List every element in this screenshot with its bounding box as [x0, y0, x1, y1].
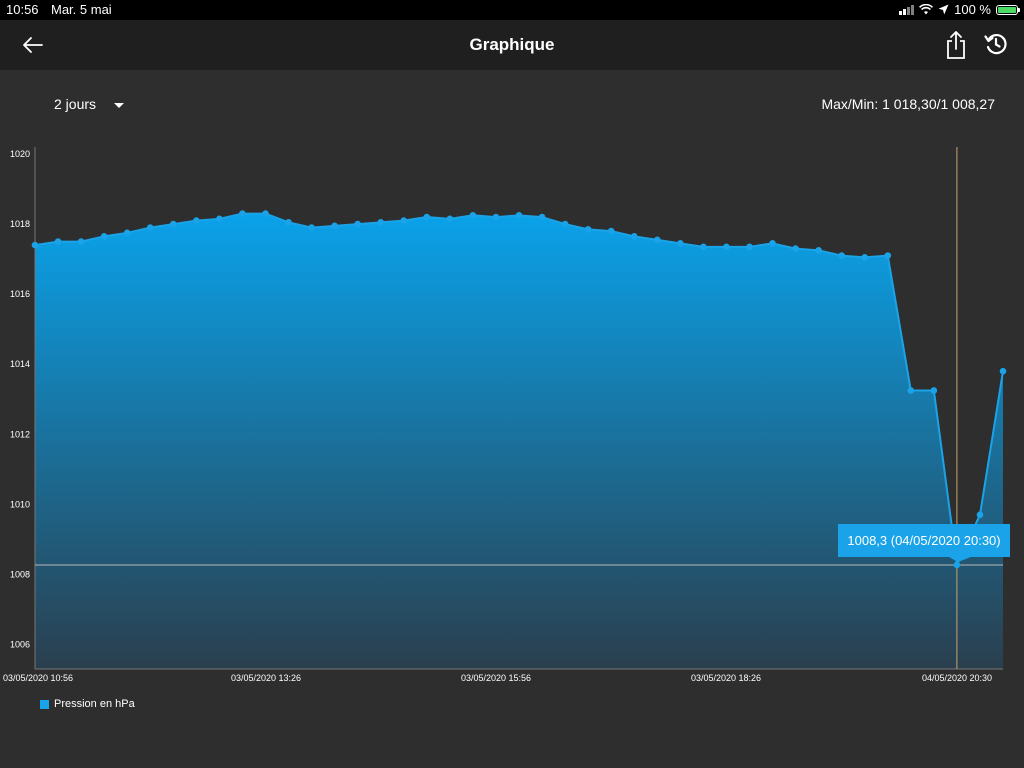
data-point [953, 561, 961, 569]
period-label: 2 jours [54, 96, 97, 112]
data-point [815, 247, 822, 254]
data-point [193, 217, 200, 224]
back-arrow-icon[interactable] [20, 32, 46, 58]
data-point [54, 238, 62, 245]
tooltip-text: 1008,3 (04/05/2020 20:30) [847, 533, 1000, 548]
data-point [285, 219, 292, 226]
data-point [838, 252, 845, 259]
tooltip-pointer [948, 557, 971, 562]
period-dropdown[interactable]: 2 jours [54, 96, 125, 112]
x-tick-label: 03/05/2020 10:56 [3, 673, 73, 683]
data-point [723, 243, 730, 251]
y-tick-label: 1018 [10, 219, 30, 229]
y-tick-label: 1016 [10, 289, 30, 299]
data-point [861, 254, 869, 261]
cellular-signal-icon [899, 4, 915, 15]
data-point [146, 224, 154, 231]
status-time: 10:56 [6, 2, 39, 17]
data-point [700, 243, 707, 251]
data-point [930, 387, 938, 394]
share-icon[interactable] [944, 30, 968, 60]
data-point [515, 212, 523, 219]
data-point [423, 213, 431, 221]
data-point [677, 240, 684, 247]
y-tick-label: 1008 [10, 569, 30, 579]
x-tick-label: 03/05/2020 13:26 [231, 673, 301, 683]
data-point [469, 212, 477, 219]
data-point [630, 233, 638, 240]
battery-percent: 100 % [954, 2, 991, 17]
y-tick-label: 1010 [10, 499, 30, 509]
legend-label: Pression en hPa [54, 698, 135, 710]
wifi-icon [919, 4, 934, 15]
tooltip-box [838, 524, 1010, 557]
pressure-chart[interactable]: 1006 1008 1010 1012 1014 1016 1018 1020 03/05/20… [0, 140, 1024, 690]
chart-legend: Pression en hPa [40, 698, 135, 710]
data-point [123, 229, 131, 237]
y-tick-label: 1014 [10, 359, 30, 369]
data-point [607, 227, 615, 235]
x-tick-label: 03/05/2020 18:26 [691, 673, 761, 683]
legend-swatch [40, 699, 49, 709]
data-point [492, 213, 500, 221]
data-point [262, 210, 269, 217]
data-point [331, 222, 338, 230]
data-point [31, 241, 39, 249]
data-point [746, 243, 753, 251]
data-point [169, 220, 177, 228]
data-point [792, 245, 799, 252]
data-point [100, 233, 108, 240]
x-tick-label: 03/05/2020 15:56 [461, 673, 531, 683]
data-point [907, 387, 915, 394]
data-point [561, 220, 569, 228]
status-bar: 10:56 Mar. 5 mai 100 % [0, 0, 1024, 20]
data-point [884, 252, 892, 259]
data-point [999, 367, 1007, 375]
data-point [239, 210, 246, 217]
data-point [584, 226, 592, 233]
max-min-readout: Max/Min: 1 018,30/1 008,27 [821, 96, 995, 112]
data-point [653, 236, 661, 244]
y-tick-label: 1020 [10, 149, 30, 159]
location-arrow-icon [938, 4, 949, 15]
battery-icon [996, 4, 1020, 15]
data-point [976, 511, 984, 519]
y-tick-label: 1012 [10, 429, 30, 439]
status-indicators: 100 % [899, 2, 1020, 17]
data-point [354, 220, 361, 228]
data-point [377, 219, 385, 226]
status-date: Mar. 5 mai [51, 2, 112, 17]
data-point [538, 213, 546, 221]
data-point [216, 215, 223, 223]
data-point [308, 224, 315, 231]
area-fill [35, 213, 1003, 669]
data-point [769, 240, 776, 247]
page-title: Graphique [469, 35, 555, 54]
history-icon[interactable] [984, 32, 1008, 56]
caret-down-icon [114, 102, 125, 108]
data-point [446, 215, 454, 223]
nav-bar: Graphique [0, 20, 1024, 70]
x-tick-label: 04/05/2020 20:30 [922, 673, 992, 683]
data-point [77, 238, 85, 245]
y-tick-label: 1006 [10, 639, 30, 649]
data-point [400, 217, 408, 224]
